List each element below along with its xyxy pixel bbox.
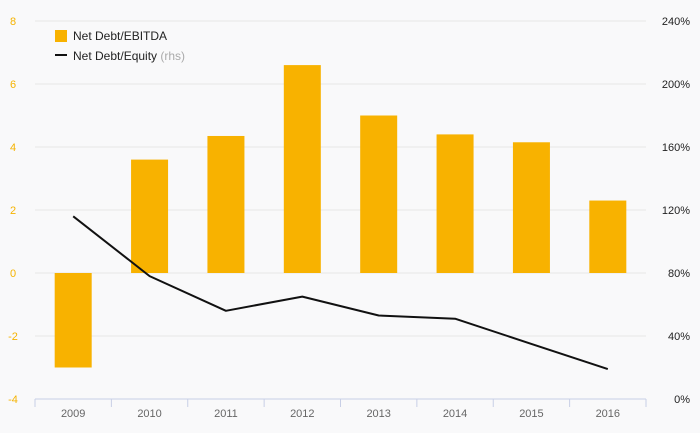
- left-tick-label: 4: [10, 142, 16, 154]
- legend: Net Debt/EBITDA Net Debt/Equity (rhs): [55, 29, 185, 63]
- x-tick-label: 2014: [443, 408, 467, 420]
- legend-label-bar: Net Debt/EBITDA: [73, 29, 167, 43]
- x-tick-label: 2011: [214, 408, 238, 420]
- legend-swatch-bar: [55, 30, 67, 42]
- bar: [283, 65, 321, 273]
- line-series: [72, 215, 609, 371]
- left-tick-label: 0: [10, 268, 16, 280]
- right-tick-label: 0%: [674, 394, 690, 406]
- x-tick-label: 2016: [596, 408, 620, 420]
- left-tick-label: -4: [8, 394, 18, 406]
- bar: [436, 134, 474, 273]
- left-tick-label: 6: [10, 79, 16, 91]
- x-tick-label: 2015: [519, 408, 543, 420]
- bar: [589, 200, 627, 273]
- svg-text:Net Debt/Equity (rhs): Net Debt/Equity (rhs): [73, 49, 185, 63]
- bar-series: [54, 65, 627, 368]
- left-tick-label: -2: [8, 331, 18, 343]
- x-tick-label: 2013: [366, 408, 390, 420]
- series-line: [72, 215, 609, 371]
- x-tick-label: 2009: [61, 408, 85, 420]
- bar: [54, 273, 92, 368]
- right-tick-label: 200%: [662, 79, 690, 91]
- x-tick-label: 2012: [290, 408, 314, 420]
- right-tick-label: 240%: [662, 16, 690, 28]
- right-tick-label: 160%: [662, 142, 690, 154]
- legend-label-line-suffix: (rhs): [160, 49, 185, 63]
- bar: [512, 142, 550, 273]
- x-axis: 2009 2010 2011 2012 2013 2014 2015 2016: [34, 398, 647, 420]
- bar: [360, 115, 398, 273]
- bar: [131, 159, 169, 273]
- right-y-axis: 0% 40% 80% 120% 160% 200% 240%: [662, 16, 690, 406]
- left-tick-label: 2: [10, 205, 16, 217]
- right-tick-label: 40%: [668, 331, 690, 343]
- x-tick-label: 2010: [137, 408, 161, 420]
- legend-label-line: Net Debt/Equity: [73, 49, 157, 63]
- right-tick-label: 80%: [668, 268, 690, 280]
- left-tick-label: 8: [10, 16, 16, 28]
- right-tick-label: 120%: [662, 205, 690, 217]
- gridlines: [35, 20, 646, 337]
- bar: [207, 135, 245, 273]
- left-y-axis: -4 -2 0 2 4 6 8: [8, 16, 18, 406]
